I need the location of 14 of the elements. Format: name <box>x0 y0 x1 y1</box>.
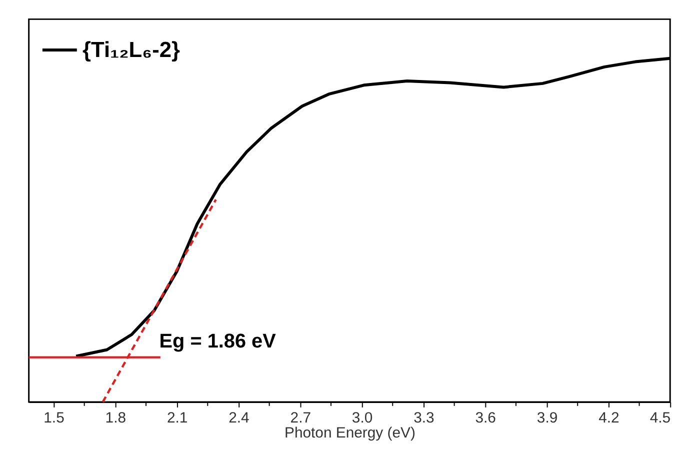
x-tick-label: 1.8 <box>105 410 126 426</box>
x-axis-title: Photon Energy (eV) <box>284 425 416 442</box>
x-tick-label: 4.5 <box>650 410 671 426</box>
x-tick-label: 2.7 <box>290 410 311 426</box>
annotation: Eg = 1.86 eV <box>159 330 277 352</box>
x-tick-label: 3.9 <box>536 410 558 426</box>
x-tick-label: 3.0 <box>352 410 373 426</box>
x-tick-label: 2.4 <box>228 410 250 426</box>
legend-label: {Ti₁₂L₆-2} <box>82 36 181 62</box>
x-tick-label: 4.2 <box>598 410 620 426</box>
x-tick-label: 1.5 <box>44 410 64 426</box>
x-tick-label: 2.1 <box>166 410 188 426</box>
x-tick-label: 3.6 <box>475 410 496 426</box>
x-tick-label: 3.3 <box>414 410 434 426</box>
